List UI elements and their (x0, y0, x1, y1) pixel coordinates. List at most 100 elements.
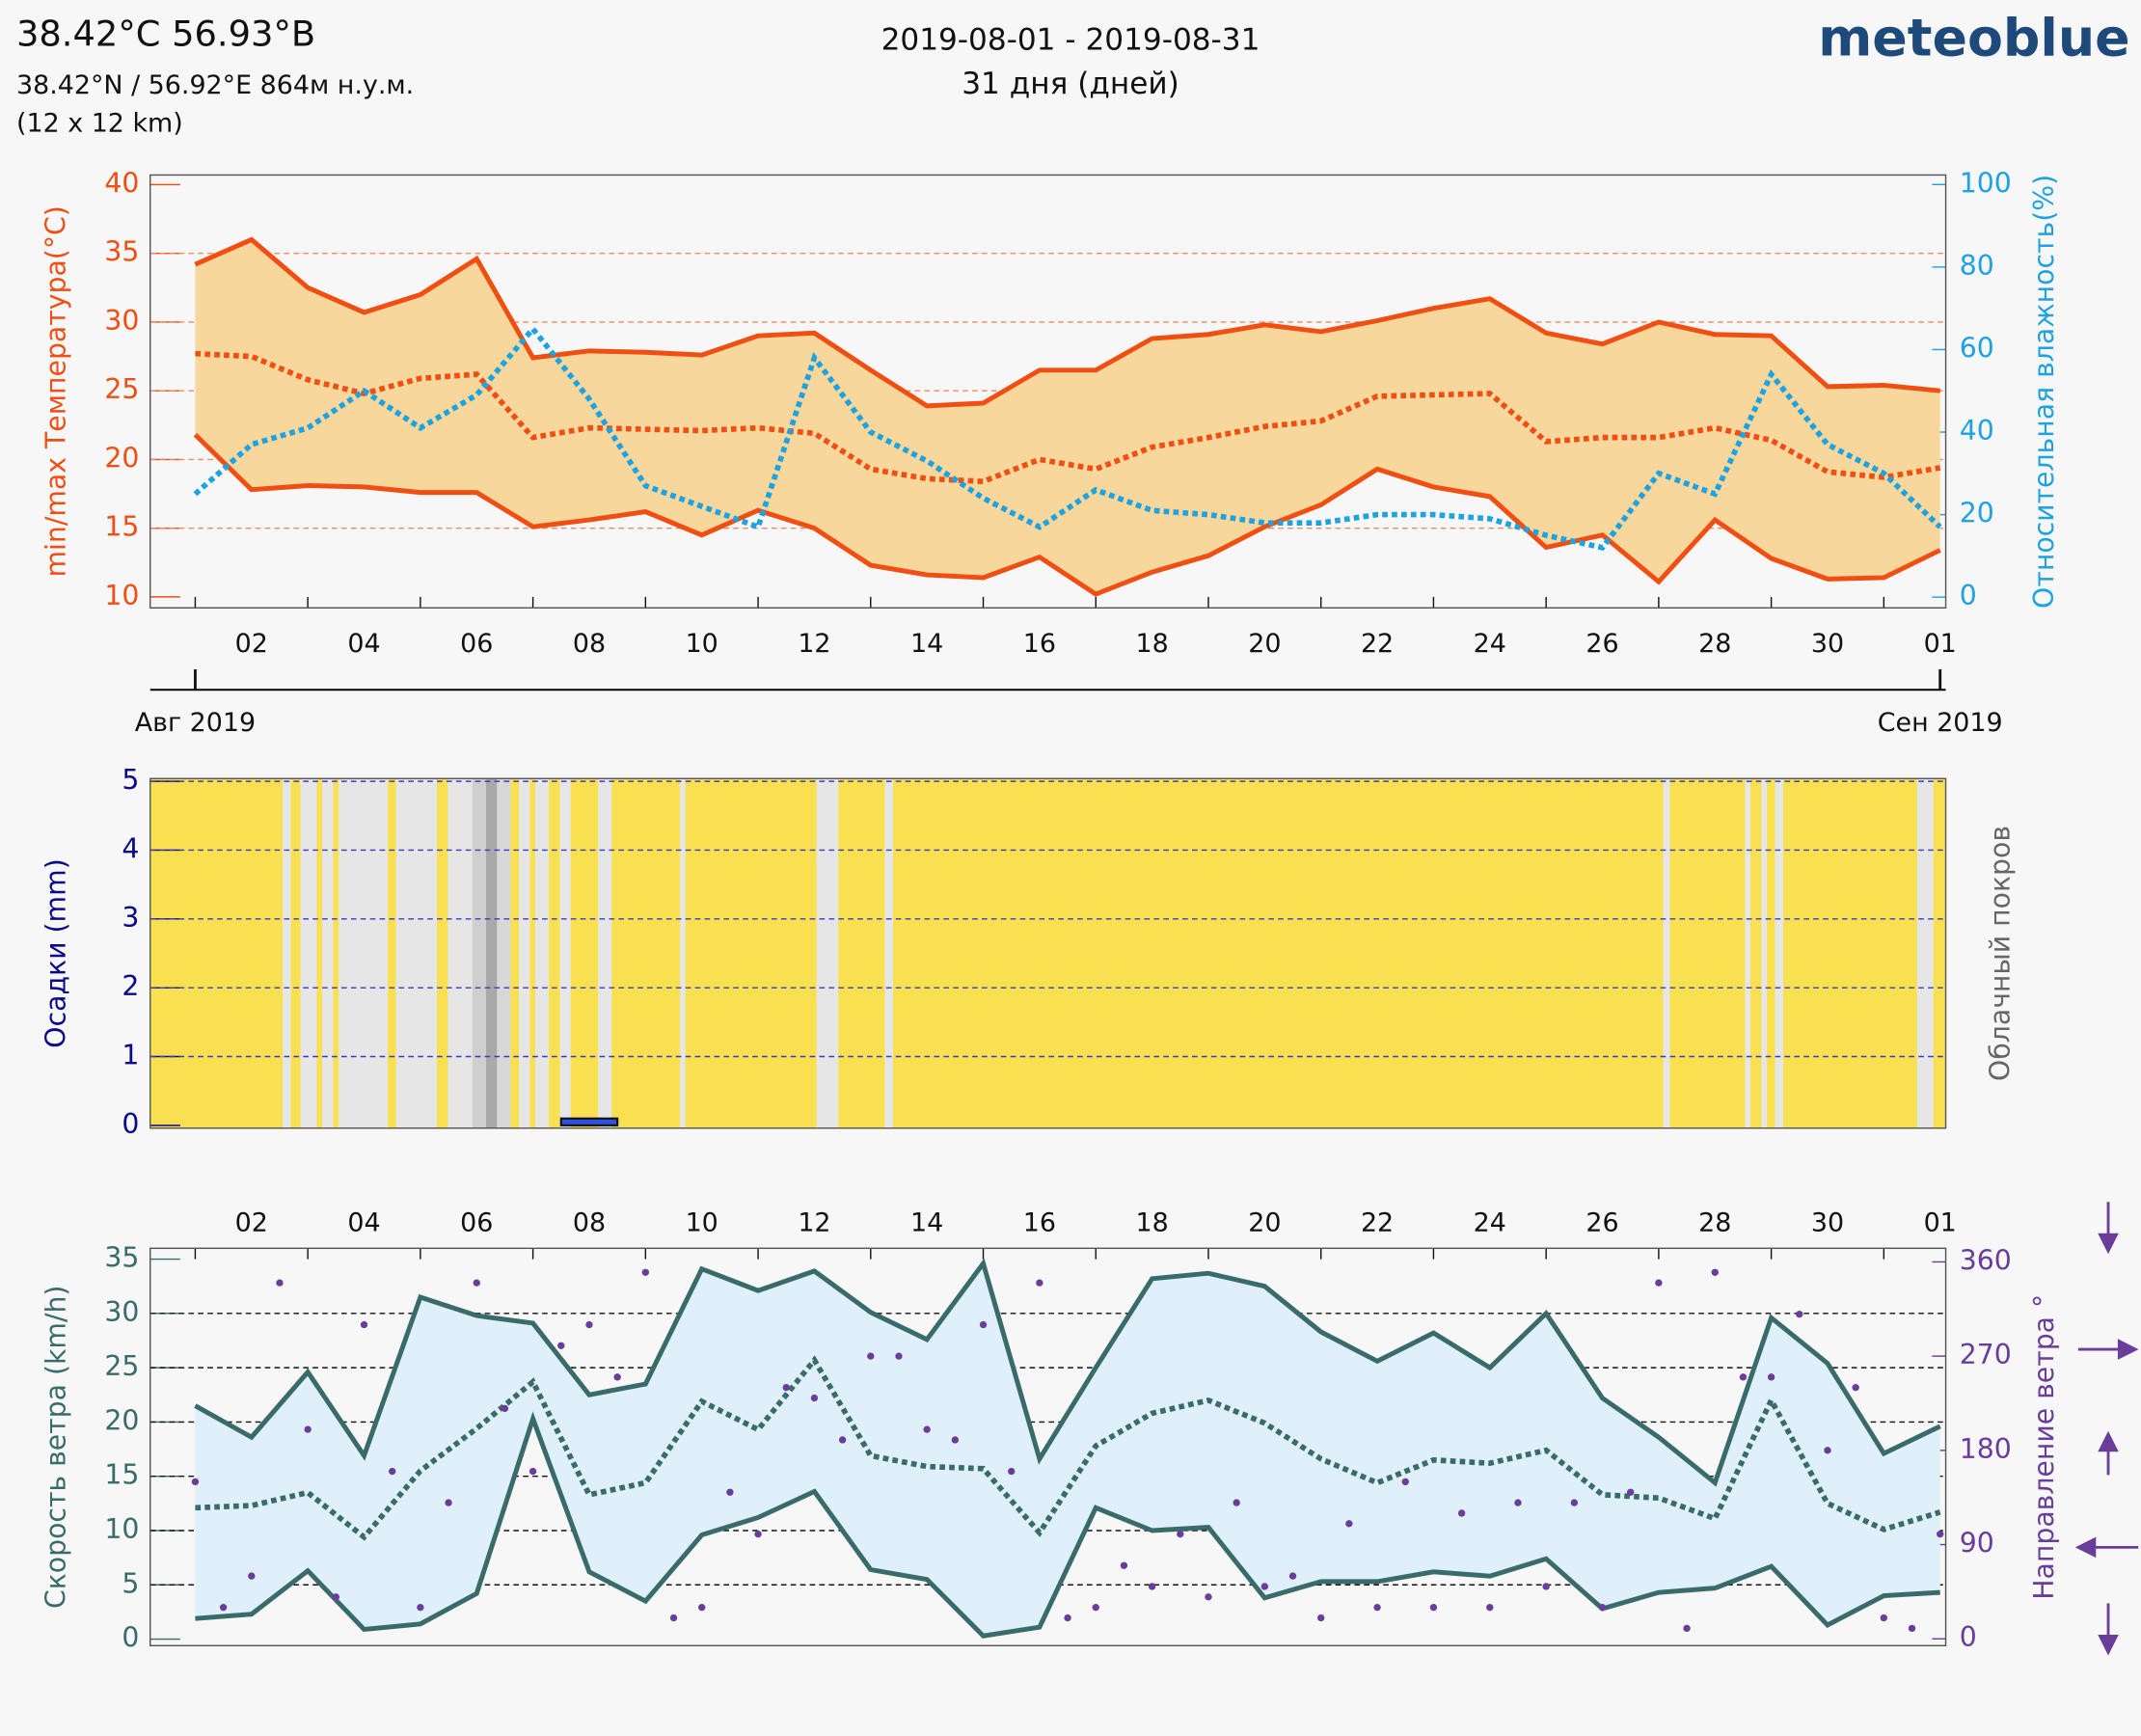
header-days: 31 дня (дней) (962, 67, 1179, 101)
x-tick-label: 08 (573, 1207, 606, 1237)
y-tick-label: 15 (104, 1459, 139, 1491)
y-tick-label: 35 (104, 236, 139, 268)
wind-direction-dot (1092, 1604, 1099, 1612)
wind-direction-arrows (2074, 1202, 2139, 1656)
y-tick-label: 10 (104, 1513, 139, 1545)
wind-direction-dot (557, 1342, 565, 1349)
wind-direction-dot (1233, 1499, 1240, 1506)
wind-direction-dot (641, 1268, 650, 1276)
x-tick-label: 01 (1924, 629, 1957, 659)
wind-direction-dot (276, 1279, 284, 1287)
wind-direction-dot (219, 1604, 228, 1612)
x-tick-label: 20 (1248, 629, 1281, 659)
x-tick-label: 02 (235, 1207, 268, 1237)
y-tick-label: 2 (122, 970, 139, 1002)
wind-direction-dot (923, 1425, 931, 1433)
wind-direction-dot (1655, 1279, 1663, 1287)
wind-direction-dot (1824, 1447, 1831, 1454)
x-tick-label: 14 (910, 629, 943, 659)
y-tick-label: 35 (104, 1242, 139, 1274)
wind-direction-dot (1260, 1583, 1269, 1590)
series-line (193, 324, 1942, 551)
wind-direction-dot (838, 1436, 847, 1444)
wind-direction-dot (1373, 1604, 1381, 1612)
wind-direction-dot (1120, 1561, 1128, 1569)
x-tick-label: 08 (573, 629, 606, 659)
header-grid: (12 x 12 km) (16, 109, 183, 139)
x-tick-label: 06 (460, 629, 493, 659)
wind-direction-dot (1598, 1604, 1607, 1612)
y2-axis-label: Облачный покров (1985, 826, 2017, 1081)
x-tick-label: 22 (1361, 1207, 1394, 1237)
wind-direction-dot (332, 1593, 340, 1601)
y-tick-label: 15 (104, 511, 139, 543)
y2-tick-label: 0 (1960, 580, 1977, 611)
wind-direction-dot (810, 1394, 819, 1402)
x-tick-label: 18 (1136, 629, 1169, 659)
wind-direction-dot (1148, 1583, 1156, 1590)
wind-direction-dot (1937, 1531, 1944, 1538)
x-tick-label: 14 (910, 1207, 943, 1237)
wind-direction-dot (1486, 1604, 1494, 1612)
y2-tick-label: 90 (1960, 1528, 1994, 1560)
wind-direction-dot (1542, 1583, 1550, 1590)
y2-axis-label: Направление ветра ° (2028, 1294, 2060, 1600)
wind-direction-dot (1570, 1499, 1579, 1506)
wind-direction-dot (1036, 1279, 1043, 1287)
plot-frame (149, 174, 1947, 609)
x-tick-label: 12 (798, 629, 830, 659)
y2-tick-label: 0 (1960, 1621, 1977, 1653)
wind-direction-dot (979, 1320, 988, 1329)
y2-axis-label: Относительная влажность(%) (2028, 175, 2060, 609)
cloud-cover (149, 778, 1946, 1128)
y-axis-label: Осадки (mm) (40, 858, 71, 1047)
y2-tick-label: 360 (1960, 1244, 2012, 1276)
wind-direction-dot (191, 1478, 200, 1486)
wind-direction-dot (1908, 1624, 1916, 1633)
y2-tick-label: 270 (1960, 1339, 2012, 1370)
x-tick-label: 10 (686, 629, 718, 659)
wind-direction-dot (1064, 1614, 1071, 1622)
y2-tick-label: 40 (1960, 415, 1994, 447)
wind-direction-dot (304, 1425, 312, 1433)
y-tick-label: 3 (122, 902, 139, 934)
wind-direction-dot (726, 1488, 734, 1496)
wind-direction-dot (1852, 1384, 1859, 1392)
x-tick-label: 04 (347, 629, 380, 659)
header-period: 2019-08-01 - 2019-08-31 (881, 23, 1260, 58)
y-tick-label: 0 (122, 1622, 139, 1654)
x-tick-label: 16 (1023, 1207, 1056, 1237)
x-tick-label: 04 (347, 1207, 380, 1237)
wind-direction-dot (1401, 1478, 1409, 1486)
x-tick-label: 24 (1474, 629, 1506, 659)
y-tick-label: 30 (104, 1296, 139, 1328)
y-tick-label: 0 (122, 1108, 139, 1140)
wind-direction-dot (867, 1352, 875, 1360)
x-tick-label: 20 (1248, 1207, 1281, 1237)
x-tick-label: 30 (1811, 1207, 1844, 1237)
range-band (195, 239, 1940, 595)
wind-direction-dot (1205, 1593, 1212, 1601)
x-tick-label: 01 (1924, 1207, 1957, 1237)
brand-logo: meteoblue (1818, 7, 2129, 68)
wind-direction-dot (754, 1531, 762, 1538)
x-tick-label: 24 (1474, 1207, 1506, 1237)
series-line (195, 1411, 1940, 1639)
y-tick-label: 25 (104, 373, 139, 405)
wind-direction-dot (613, 1373, 621, 1381)
y-tick-label: 20 (104, 442, 139, 474)
x-tick-label: 06 (460, 1207, 493, 1237)
wind-direction-dot (669, 1614, 678, 1622)
wind-direction-dot (1739, 1373, 1748, 1381)
month-label: Авг 2019 (135, 708, 256, 738)
y-tick-label: 40 (104, 167, 139, 199)
series-line (194, 236, 1940, 409)
x-tick-label: 26 (1585, 1207, 1618, 1237)
y-tick-label: 4 (122, 832, 139, 864)
wind-direction-dot (248, 1572, 256, 1580)
x-tick-label: 16 (1023, 629, 1056, 659)
series-line (193, 432, 1941, 597)
y2-tick-label: 20 (1960, 498, 1994, 529)
precipitation-bar (559, 1117, 619, 1126)
y-tick-label: 25 (104, 1350, 139, 1382)
